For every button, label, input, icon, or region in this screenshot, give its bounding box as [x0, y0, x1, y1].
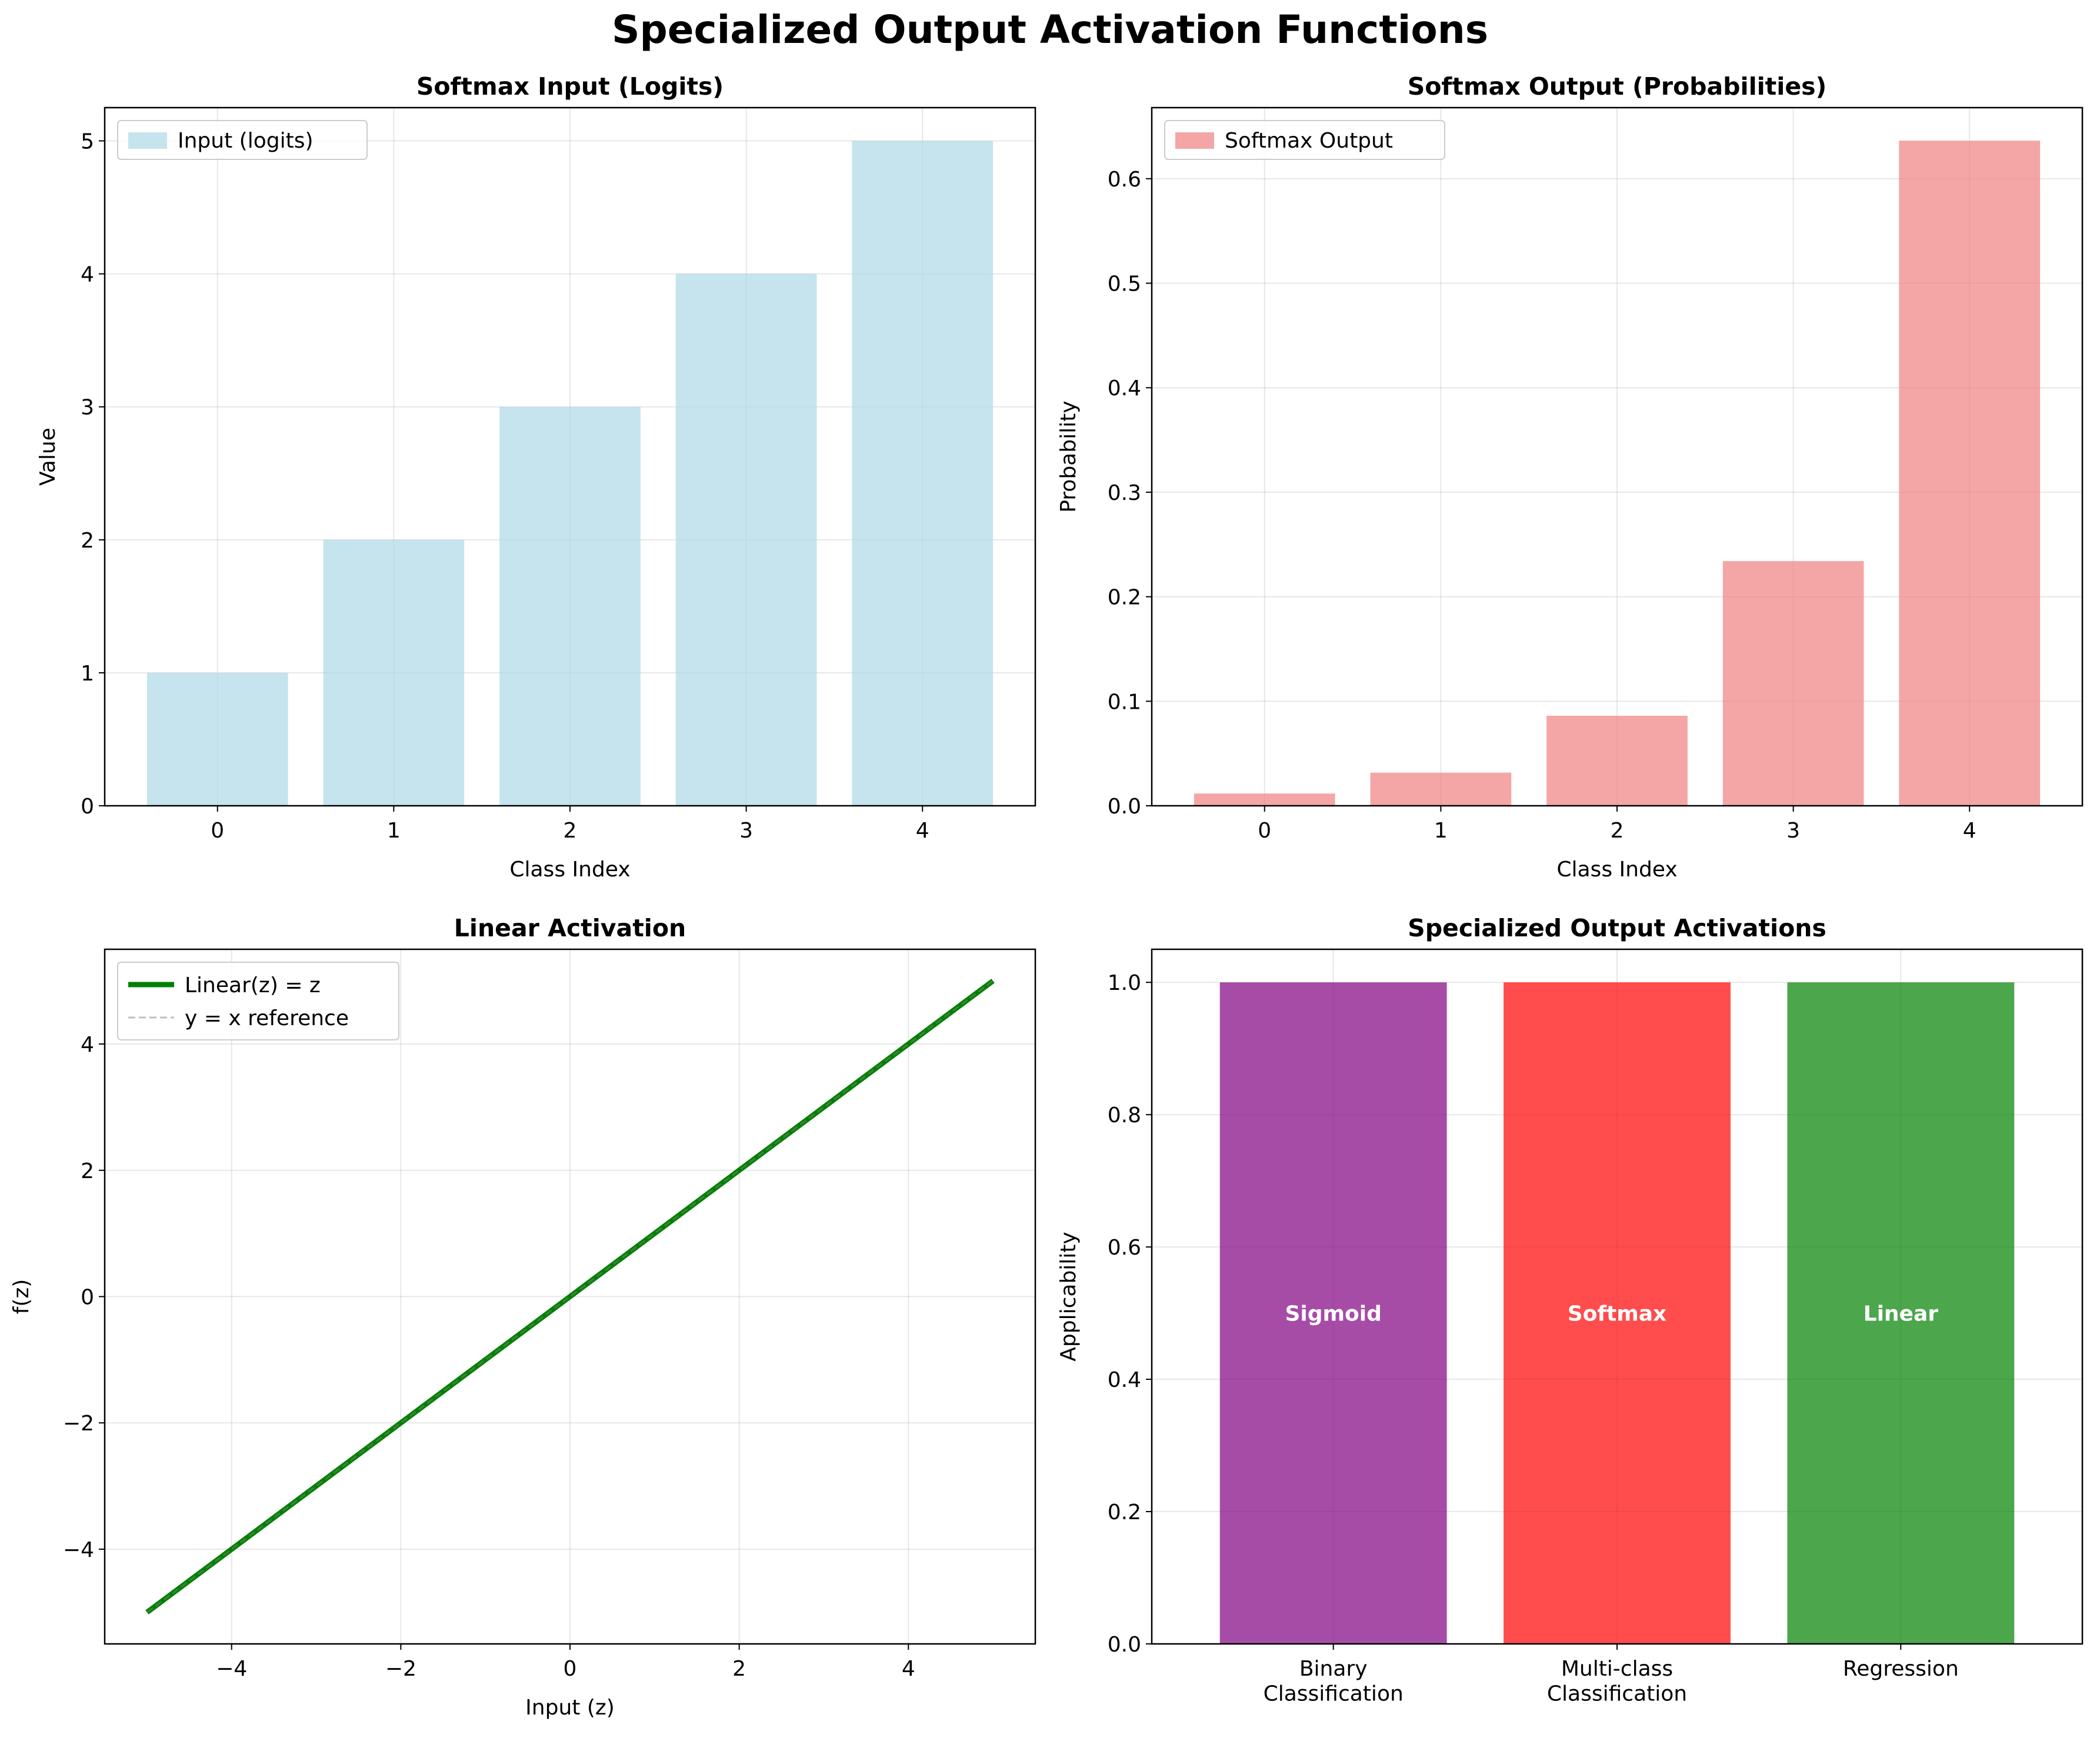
x-tick-label: 4	[916, 819, 929, 843]
y-tick-label: 1.0	[1108, 971, 1141, 995]
y-tick-label: 2	[81, 1159, 94, 1183]
bar	[1370, 772, 1512, 806]
x-tick-label: 2	[732, 1657, 746, 1681]
series-line	[146, 980, 994, 1613]
x-tick-label: 1	[387, 819, 401, 843]
x-tick-label: Multi-class Classification	[1547, 1657, 1687, 1706]
y-tick-label: 0.0	[1108, 1633, 1141, 1657]
legend-swatch	[128, 132, 167, 149]
x-tick-label: 2	[1611, 819, 1624, 843]
y-tick-label: 0.0	[1108, 795, 1141, 819]
y-tick-label: 0.3	[1108, 481, 1141, 505]
y-tick-label: 0.4	[1108, 376, 1141, 401]
subplot-softmax-output: Softmax Output (Probabilities) 0.0 0.1 0.2 0…	[1056, 72, 2084, 882]
y-tick-label: 0	[81, 1286, 94, 1310]
bar	[1722, 561, 1864, 806]
x-tick-label: Regression	[1843, 1657, 1959, 1681]
y-tick-label: 0.6	[1108, 1236, 1141, 1260]
y-tick-label: 0.2	[1108, 586, 1141, 610]
legend-label: Linear(z) = z	[185, 973, 321, 998]
x-tick-label: 0	[211, 819, 224, 843]
subplot-title: Linear Activation	[454, 914, 686, 942]
bar-label: Linear	[1864, 1302, 1939, 1326]
x-tick-label: Binary Classification	[1264, 1657, 1404, 1706]
y-tick-label: 0.6	[1108, 168, 1141, 192]
y-axis-label: f(z)	[9, 1279, 34, 1315]
y-tick-label: 0.8	[1108, 1103, 1141, 1127]
y-axis-label: Probability	[1056, 401, 1081, 512]
y-tick-label: 0.5	[1108, 272, 1141, 296]
subplot-title: Softmax Output (Probabilities)	[1408, 72, 1827, 101]
bar-label: Softmax	[1568, 1302, 1667, 1326]
subplot-linear-activation: Linear Activation −4 −2 0 2 4 −4 −2 0 2 4 Input (z)…	[9, 914, 1036, 1720]
legend-box	[117, 962, 399, 1040]
y-tick-label: 0	[81, 795, 94, 819]
legend-swatch	[1175, 132, 1214, 149]
legend-box	[1164, 120, 1445, 160]
y-axis-label: Applicability	[1056, 1232, 1081, 1361]
y-tick-label: 4	[81, 263, 94, 287]
bar	[675, 273, 817, 806]
figure-title: Specialized Output Activation Functions	[612, 7, 1488, 52]
bar	[323, 539, 465, 806]
subplot-softmax-input: Softmax Input (Logits) 0 1 2 3 4 5 Class Index V…	[36, 72, 1036, 882]
axes-frame	[104, 106, 1036, 807]
legend-label: Softmax Output	[1225, 129, 1393, 153]
y-tick-label: 1	[81, 662, 94, 686]
x-tick-label: 4	[1963, 819, 1976, 843]
subplot-title: Softmax Input (Logits)	[416, 72, 724, 101]
x-axis-label: Class Index	[509, 858, 630, 882]
y-tick-label: 0.2	[1108, 1500, 1141, 1524]
x-axis-label: Input (z)	[525, 1696, 615, 1720]
legend-box	[117, 120, 368, 160]
x-tick-label: 1	[1434, 819, 1448, 843]
x-tick-label: −4	[216, 1657, 247, 1681]
bar-label: Sigmoid	[1285, 1302, 1381, 1326]
x-tick-label: −2	[385, 1657, 416, 1681]
x-axis-label: Class Index	[1556, 858, 1677, 882]
legend-label: Input (logits)	[178, 129, 314, 153]
axes-frame	[1151, 948, 2084, 1645]
bar	[1899, 141, 2041, 806]
y-tick-label: −2	[63, 1412, 94, 1436]
bar	[1219, 982, 1447, 1644]
x-tick-label: 4	[902, 1657, 915, 1681]
subplot-title: Specialized Output Activations	[1408, 914, 1826, 942]
legend-label: y = x reference	[185, 1006, 349, 1030]
x-tick-label: 0	[1258, 819, 1271, 843]
x-tick-label: 2	[564, 819, 577, 843]
y-tick-label: 3	[81, 396, 94, 420]
y-tick-label: −4	[63, 1538, 94, 1562]
bar	[852, 141, 994, 806]
bar	[1504, 982, 1731, 1644]
subplot-specialized-output: Specialized Output Activations 0.0 0.2 0.4 0…	[1056, 914, 2084, 1657]
y-tick-label: 0.4	[1108, 1368, 1141, 1392]
bar	[1194, 793, 1335, 806]
y-tick-label: 5	[81, 130, 94, 154]
bar	[499, 406, 641, 806]
y-tick-label: 0.1	[1108, 690, 1141, 714]
bar	[1787, 982, 2015, 1644]
axes-frame	[104, 948, 1036, 1645]
x-tick-label: 3	[1786, 819, 1800, 843]
y-axis-label: Value	[36, 428, 60, 486]
axes-frame	[1151, 106, 2084, 807]
x-tick-label: 0	[564, 1657, 577, 1681]
bar	[146, 672, 288, 806]
x-tick-label: 3	[739, 819, 753, 843]
y-tick-label: 4	[81, 1033, 94, 1057]
bar	[1546, 716, 1688, 806]
y-tick-label: 2	[81, 529, 94, 553]
